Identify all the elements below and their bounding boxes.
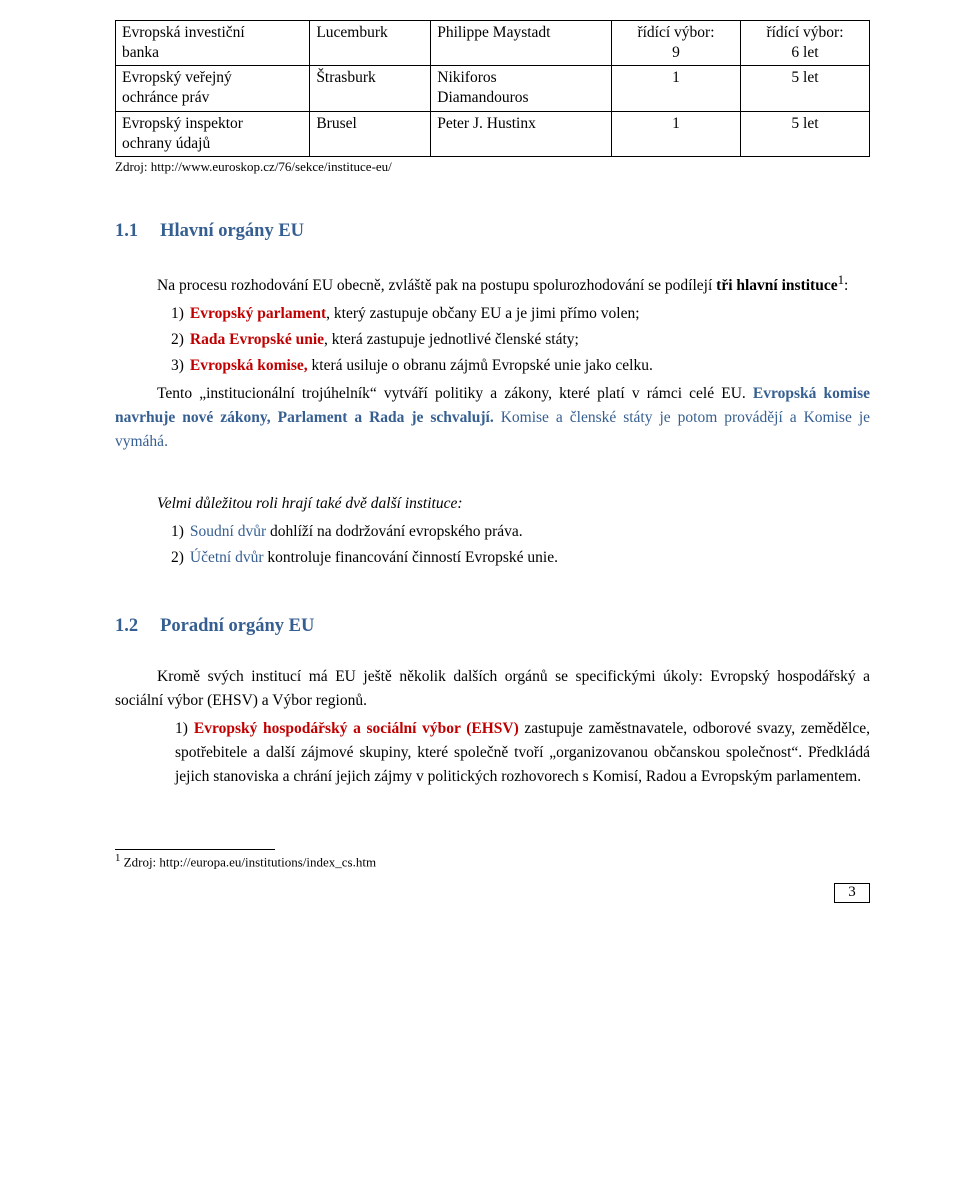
table-cell: Philippe Maystadt bbox=[431, 21, 612, 66]
footnote-separator bbox=[115, 849, 275, 850]
table-row: Evropský inspektorochrany údajůBruselPet… bbox=[116, 111, 870, 156]
table-cell: 1 bbox=[612, 111, 741, 156]
numbered-list: 1)Soudní dvůr dohlíží na dodržování evro… bbox=[171, 520, 870, 570]
footnote: 1 Zdroj: http://europa.eu/institutions/i… bbox=[115, 852, 870, 870]
table-cell: 5 let bbox=[740, 66, 869, 111]
numbered-list: 1)Evropský parlament, který zastupuje ob… bbox=[171, 302, 870, 378]
list-item: 3)Evropská komise, která usiluje o obran… bbox=[171, 354, 870, 378]
paragraph: Kromě svých institucí má EU ještě několi… bbox=[115, 665, 870, 713]
paragraph-italic: Velmi důležitou roli hrají také dvě dalš… bbox=[115, 492, 870, 516]
table-cell: Brusel bbox=[310, 111, 431, 156]
table-cell: řídící výbor:9 bbox=[612, 21, 741, 66]
heading-text: Poradní orgány EU bbox=[160, 616, 314, 636]
table-cell: Evropská investičníbanka bbox=[116, 21, 310, 66]
list-item: 1)Evropský parlament, který zastupuje ob… bbox=[171, 302, 870, 326]
list-item: 1)Soudní dvůr dohlíží na dodržování evro… bbox=[171, 520, 870, 544]
page: Evropská investičníbankaLucemburkPhilipp… bbox=[0, 0, 960, 943]
table-cell: Štrasburk bbox=[310, 66, 431, 111]
page-number: 3 bbox=[834, 883, 870, 903]
table-cell: řídící výbor:6 let bbox=[740, 21, 869, 66]
institutions-table: Evropská investičníbankaLucemburkPhilipp… bbox=[115, 20, 870, 157]
spacer bbox=[115, 458, 870, 492]
paragraph: Na procesu rozhodování EU obecně, zvlášt… bbox=[115, 270, 870, 298]
numbered-list: 1)Evropský hospodářský a sociální výbor … bbox=[175, 717, 870, 789]
table-row: Evropská investičníbankaLucemburkPhilipp… bbox=[116, 21, 870, 66]
table-cell: NikiforosDiamandouros bbox=[431, 66, 612, 111]
heading-number: 1.1 bbox=[115, 221, 138, 242]
heading-number: 1.2 bbox=[115, 616, 138, 637]
table-cell: 5 let bbox=[740, 111, 869, 156]
paragraph: Tento „institucionální trojúhelník“ vytv… bbox=[115, 382, 870, 454]
table-source: Zdroj: http://www.euroskop.cz/76/sekce/i… bbox=[115, 159, 870, 175]
table-cell: Evropský inspektorochrany údajů bbox=[116, 111, 310, 156]
table-cell: Lucemburk bbox=[310, 21, 431, 66]
heading-text: Hlavní orgány EU bbox=[160, 221, 304, 241]
heading-1-1: 1.1 Hlavní orgány EU bbox=[115, 221, 870, 242]
list-item: 1)Evropský hospodářský a sociální výbor … bbox=[175, 717, 870, 789]
table-cell: Evropský veřejnýochránce práv bbox=[116, 66, 310, 111]
list-item: 2)Rada Evropské unie, která zastupuje je… bbox=[171, 328, 870, 352]
list-item: 2)Účetní dvůr kontroluje financování čin… bbox=[171, 546, 870, 570]
table-cell: Peter J. Hustinx bbox=[431, 111, 612, 156]
heading-1-2: 1.2 Poradní orgány EU bbox=[115, 616, 870, 637]
table-row: Evropský veřejnýochránce právŠtrasburkNi… bbox=[116, 66, 870, 111]
table-cell: 1 bbox=[612, 66, 741, 111]
